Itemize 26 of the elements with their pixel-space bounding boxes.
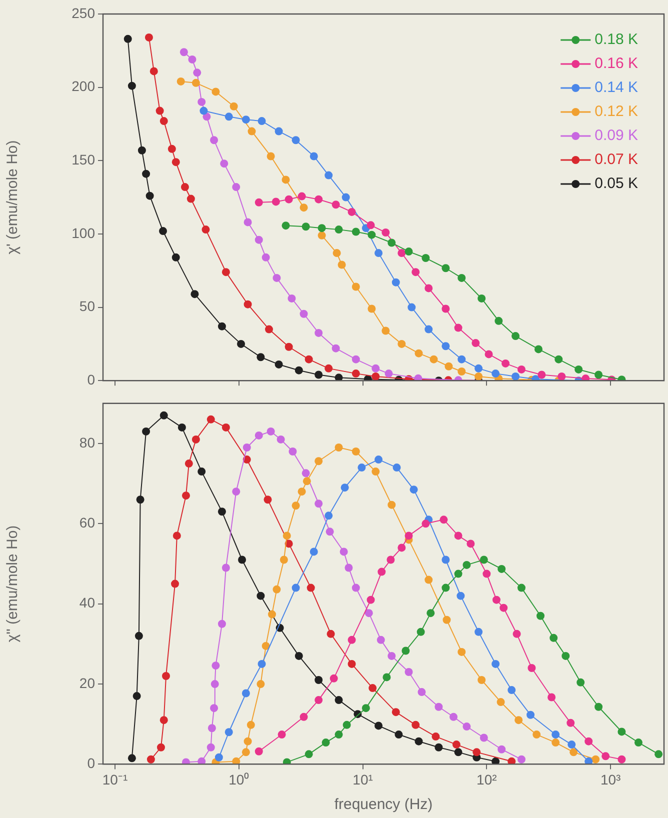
y-tick-label: 50 (79, 298, 96, 314)
y-tick-label: 80 (79, 434, 96, 450)
x-tick-label: 10⁰ (228, 771, 250, 788)
y-tick-label: 40 (79, 594, 96, 611)
y-tick-label: 0 (87, 755, 96, 772)
legend-label: 0.18 K (594, 31, 638, 48)
y-axis-title: χ' (emu/mole Ho) (4, 140, 22, 254)
legend-label: 0.07 K (594, 151, 638, 168)
y-tick-label: 250 (72, 4, 96, 21)
x-tick-label: 10² (476, 771, 498, 788)
x-tick-label: 10³ (600, 771, 622, 788)
y-tick-label: 100 (72, 224, 96, 241)
y-tick-label: 0 (87, 371, 96, 388)
legend-label: 0.14 K (594, 79, 638, 96)
x-tick-label: 10¹ (352, 771, 374, 788)
legend-label: 0.09 K (594, 127, 638, 144)
legend-label: 0.05 K (594, 175, 638, 192)
legend-label: 0.16 K (594, 55, 638, 72)
y-tick-label: 200 (72, 78, 96, 94)
y-tick-label: 20 (79, 674, 96, 691)
legend-label: 0.12 K (594, 103, 638, 120)
x-tick-label: 10⁻¹ (102, 771, 128, 788)
y-axis-title: χ'' (emu/mole Ho) (4, 525, 22, 642)
y-tick-label: 150 (72, 152, 96, 168)
y-tick-label: 60 (79, 514, 96, 531)
x-axis-title: frequency (Hz) (334, 796, 433, 814)
